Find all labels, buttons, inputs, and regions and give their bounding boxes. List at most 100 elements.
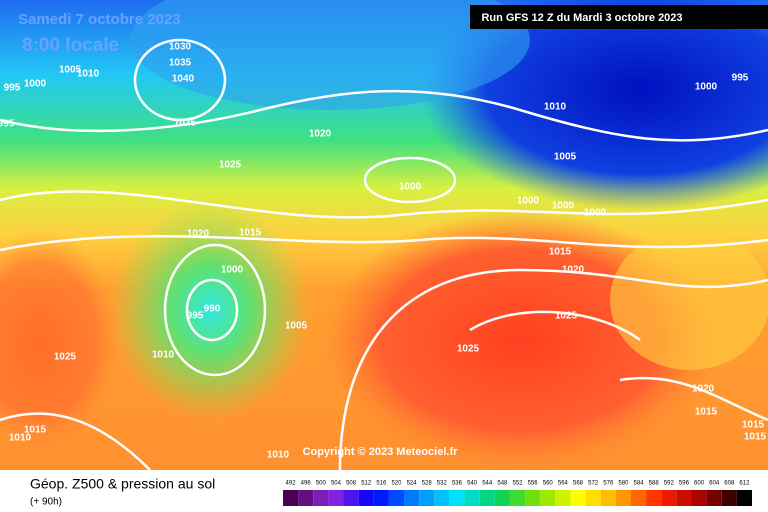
colorbar-cell: [736, 490, 752, 506]
colorbar-cell: [525, 490, 541, 506]
isobar-label: 1030: [169, 42, 192, 53]
colorbar-cell: [313, 490, 329, 506]
isobar-label: 990: [204, 304, 221, 315]
colorbar-tick-label: 600: [694, 481, 705, 487]
isobars: [0, 38, 768, 471]
isobar-label: 1025: [54, 352, 77, 363]
lead-time: (+ 90h): [30, 497, 62, 508]
colorbar-cell: [358, 490, 374, 506]
isobar-label: 1015: [24, 425, 47, 436]
isobar-label: 1020: [187, 229, 210, 240]
colorbar-tick-label: 612: [739, 481, 750, 487]
isobar-label: 1005: [59, 65, 82, 76]
isobar-label: 1020: [309, 129, 332, 140]
isobar-label: 995: [187, 311, 204, 322]
isobar-label: 1005: [285, 321, 308, 332]
map-field: [0, 0, 768, 470]
colorbar-tick-label: 532: [437, 481, 448, 487]
colorbar-cell: [509, 490, 526, 506]
colorbar-cell: [646, 490, 662, 506]
colorbar-cell: [676, 490, 692, 506]
isobar-label: 1005: [554, 152, 577, 163]
colorbar-tick-label: 604: [709, 481, 720, 487]
colorbar-cell: [283, 490, 299, 506]
colorbar-cell: [373, 490, 389, 506]
isobar-label: 1000: [695, 82, 718, 93]
isobar-label: 1000: [584, 208, 607, 219]
colorbar-tick-label: 588: [649, 481, 660, 487]
colorbar-tick-label: 572: [588, 481, 599, 487]
isobar-label: 995: [732, 73, 749, 84]
colorbar-tick-label: 552: [512, 481, 523, 487]
colorbar-cell: [615, 490, 631, 506]
colorbar-tick-label: 580: [618, 481, 629, 487]
colorbar-tick-label: 556: [528, 481, 539, 487]
colorbar-tick-label: 528: [422, 481, 433, 487]
colorbar-tick-label: 492: [286, 481, 297, 487]
isobar-label: 1000: [399, 182, 422, 193]
colorbar-tick-label: 536: [452, 481, 463, 487]
isobar-label: 1010: [267, 450, 290, 461]
colorbar-tick-label: 584: [634, 481, 645, 487]
isobar-label: 1010: [152, 350, 175, 361]
colorbar-cell: [328, 490, 344, 506]
isobar-label: 1040: [172, 74, 195, 85]
colorbar-cell: [298, 490, 314, 506]
colorbar-cell: [434, 490, 450, 506]
colorbar-cell: [464, 490, 480, 506]
colorbar-cell: [555, 490, 571, 506]
isobar-label: 995: [4, 83, 21, 94]
isobar-label: 1025: [555, 311, 578, 322]
colorbar-tick-label: 548: [497, 481, 508, 487]
colorbar-cell: [419, 490, 435, 506]
run: Run GFS 12 Z du Mardi 3 octobre 2023: [481, 12, 682, 24]
isobar-label: 1010: [77, 69, 100, 80]
colorbar-cell: [540, 490, 556, 506]
isobar-label: 1015: [742, 420, 765, 431]
isobar-label: 995: [0, 119, 15, 130]
isobar-label: 1025: [457, 344, 480, 355]
isobar-label: 1000: [517, 196, 540, 207]
isobar-label: 1025: [219, 160, 242, 171]
colorbar-cell: [721, 490, 737, 506]
isobar-label: 1035: [169, 58, 192, 69]
colorbar-cell: [494, 490, 510, 506]
colorbar-cell: [661, 490, 677, 506]
colorbar-cell: [404, 490, 420, 506]
colorbar-cell: [630, 490, 647, 506]
colorbar-tick-label: 512: [361, 481, 372, 487]
legend-title: Géop. Z500 & pression au sol: [30, 476, 215, 492]
colorbar-tick-label: 540: [467, 481, 478, 487]
colorbar-cell: [479, 490, 495, 506]
time: 8:00 locale: [22, 35, 119, 56]
isobar-label: 1010: [9, 433, 32, 444]
colorbar-tick-label: 560: [543, 481, 554, 487]
isobar-label: 1025: [174, 118, 197, 129]
colorbar-tick-label: 592: [664, 481, 675, 487]
colorbar-tick-label: 544: [482, 481, 493, 487]
isobar-label: 1010: [544, 102, 567, 113]
colorbar-cell: [691, 490, 707, 506]
run-box: [470, 5, 768, 29]
date: Samedi 7 octobre 2023: [18, 11, 181, 28]
colorbar-cell: [388, 490, 405, 506]
isobar-label: 1000: [221, 265, 244, 276]
isobar-label: 1015: [239, 228, 262, 239]
isobar-label: 1020: [692, 384, 715, 395]
colorbar-cell: [449, 490, 465, 506]
isobar-label: 1015: [695, 407, 718, 418]
colorbar-tick-label: 564: [558, 481, 569, 487]
colorbar-tick-label: 608: [724, 481, 735, 487]
isobar-label: 1020: [562, 265, 585, 276]
colorbar-tick-label: 524: [407, 481, 418, 487]
colorbar-cell: [570, 490, 586, 506]
colorbar-tick-label: 576: [603, 481, 614, 487]
colorbar-tick-label: 500: [316, 481, 327, 487]
colorbar-cell: [706, 490, 722, 506]
isobar-label: 1015: [549, 247, 572, 258]
colorbar-tick-label: 516: [376, 481, 387, 487]
colorbar-tick-label: 568: [573, 481, 584, 487]
isobar-label: 1000: [552, 201, 575, 212]
isobar-label: 1015: [744, 432, 767, 443]
